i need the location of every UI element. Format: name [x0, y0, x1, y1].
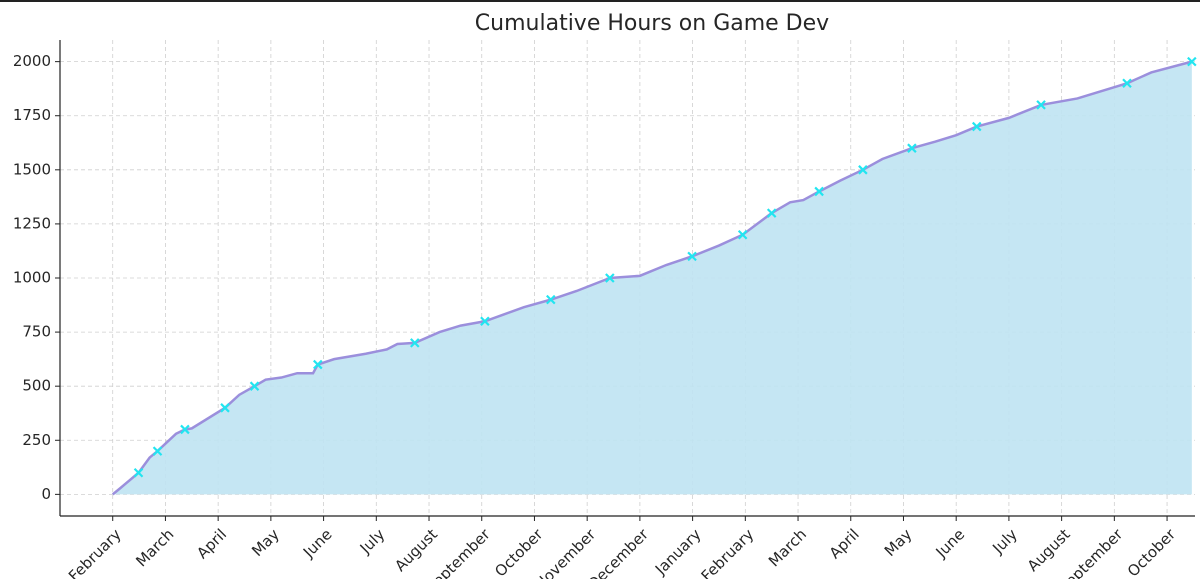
marker	[152, 446, 163, 456]
marker	[313, 359, 323, 370]
x-tick-label: February	[698, 525, 758, 579]
x-tick-label: November	[531, 525, 599, 579]
y-tick-label: 500	[22, 377, 51, 395]
x-tick-label: March	[765, 525, 810, 570]
marker	[737, 229, 748, 240]
y-tick-label: 750	[22, 323, 51, 341]
x-tick-label: May	[248, 525, 283, 560]
x-tick-label: June	[932, 525, 969, 562]
y-tick-label: 0	[41, 485, 51, 503]
x-tick-label: March	[132, 525, 177, 570]
y-tick-label: 1000	[13, 269, 51, 287]
marker	[410, 338, 420, 348]
marker	[180, 424, 190, 435]
marker	[249, 381, 260, 391]
x-tick-label: August	[391, 525, 441, 575]
marker	[766, 208, 777, 218]
x-tick-label: August	[1024, 525, 1074, 575]
marker	[687, 251, 697, 262]
line	[111, 60, 1193, 496]
marker	[546, 294, 556, 305]
x-tick-label: January	[651, 525, 705, 579]
marker	[858, 165, 868, 175]
x-tick-label: July	[988, 525, 1021, 558]
x-tick-label: February	[65, 525, 125, 579]
x-tick-label: July	[356, 525, 389, 558]
marker	[480, 316, 490, 327]
y-tick-label: 250	[22, 431, 51, 449]
y-tick-label: 2000	[13, 52, 51, 70]
x-tick-label: April	[193, 525, 230, 562]
marker	[907, 143, 917, 153]
marker	[133, 467, 144, 478]
x-tick-label: December	[584, 525, 652, 579]
x-tick-label: May	[881, 525, 916, 560]
x-tick-label: April	[826, 525, 863, 562]
marker	[814, 186, 824, 197]
y-tick-label: 1500	[13, 160, 51, 178]
marker	[605, 273, 615, 283]
marker	[1122, 78, 1132, 89]
area	[112, 61, 1192, 495]
marker	[1036, 100, 1046, 110]
y-tick-label: 1750	[13, 106, 51, 124]
x-tick-label: October	[1124, 525, 1180, 579]
marker	[971, 121, 982, 132]
chart-title: Cumulative Hours on Game Dev	[475, 11, 829, 36]
x-tick-label: October	[491, 525, 547, 579]
y-tick-label: 1250	[13, 214, 51, 232]
marker	[220, 403, 230, 413]
marker	[1187, 56, 1197, 67]
x-tick-label: June	[299, 525, 336, 562]
